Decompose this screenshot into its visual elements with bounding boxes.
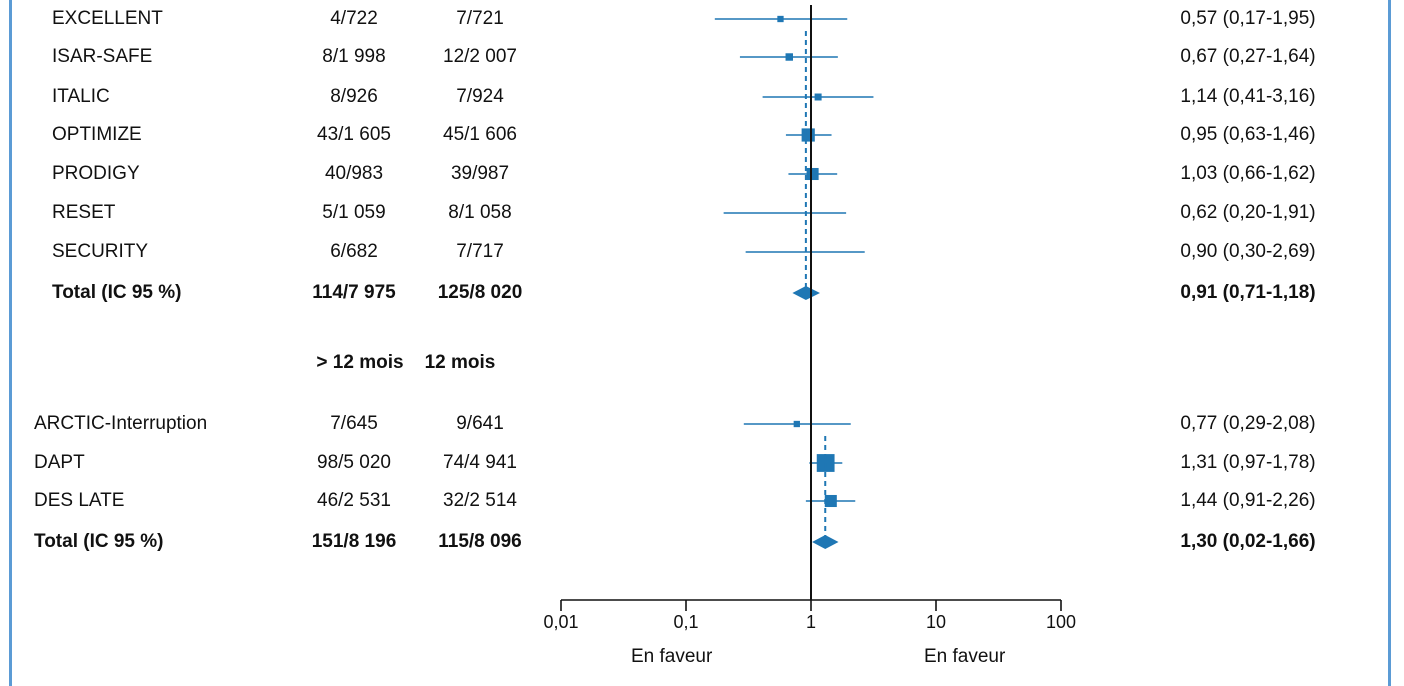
- total-events-group2: 115/8 096: [438, 531, 522, 552]
- x-tick-label: 0,1: [673, 612, 698, 632]
- study-events-group1: 8/926: [330, 86, 378, 107]
- study-events-group1: 40/983: [324, 163, 384, 184]
- point-estimate-square: [785, 53, 793, 61]
- study-events-group2: 45/1 606: [443, 124, 517, 145]
- study-name: DAPT: [34, 452, 85, 473]
- forest-plot: 0,01 0,1 1 10 100: [543, 5, 1076, 632]
- study-events-group2: 7/721: [456, 8, 504, 29]
- study-name: PRODIGY: [52, 163, 140, 184]
- study-events-group1: 5/1 059: [322, 202, 386, 223]
- study-name: ITALIC: [52, 86, 110, 107]
- pooled-diamond: [812, 535, 839, 549]
- study-or-ci: 1,31 (0,97-1,78): [1180, 452, 1316, 473]
- study-or-ci: 1,14 (0,41-3,16): [1180, 86, 1316, 107]
- study-events-group1: 6/682: [330, 241, 378, 262]
- total-label: Total (IC 95 %): [52, 282, 182, 303]
- study-or-ci: 0,62 (0,20-1,91): [1180, 202, 1316, 223]
- study-name: SECURITY: [52, 241, 149, 262]
- study-events-group2: 32/2 514: [443, 490, 517, 511]
- study-name: EXCELLENT: [52, 8, 163, 29]
- study-or-ci: 0,67 (0,27-1,64): [1180, 46, 1316, 67]
- x-tick-label: 10: [926, 612, 946, 632]
- study-events-group2: 39/987: [450, 163, 510, 184]
- point-estimate-square: [806, 167, 819, 181]
- point-estimate-square: [777, 15, 784, 23]
- total-events-group2: 125/8 020: [437, 282, 523, 303]
- study-events-group1: 7/645: [330, 413, 378, 434]
- point-estimate-square: [793, 420, 800, 428]
- study-or-ci: 1,44 (0,91-2,26): [1180, 490, 1316, 511]
- study-events-group1: 98/5 020: [317, 452, 391, 473]
- study-events-group2: 8/1 058: [448, 202, 512, 223]
- study-events-group1: 8/1 998: [322, 46, 386, 67]
- total-or-ci: 0,91 (0,71-1,18): [1180, 282, 1316, 303]
- study-name: ARCTIC-Interruption: [34, 413, 208, 434]
- study-events-group2: 9/641: [456, 413, 504, 434]
- point-estimate-square: [801, 128, 815, 142]
- column-header-group2: 12 mois: [424, 352, 496, 373]
- x-tick-label: 0,01: [543, 612, 578, 632]
- study-or-ci: 0,77 (0,29-2,08): [1180, 413, 1316, 434]
- xlabel-left: En faveur: [631, 646, 713, 667]
- pooled-diamond: [792, 286, 820, 300]
- study-events-group1: 4/722: [330, 8, 378, 29]
- xlabel-right: En faveur: [924, 646, 1006, 667]
- study-or-ci: 0,90 (0,30-2,69): [1180, 241, 1316, 262]
- study-or-ci: 0,95 (0,63-1,46): [1180, 124, 1316, 145]
- x-tick-label: 1: [806, 612, 816, 632]
- study-name: OPTIMIZE: [52, 124, 142, 145]
- x-tick-label: 100: [1046, 612, 1076, 632]
- point-estimate-square: [824, 494, 837, 508]
- study-events-group1: 46/2 531: [317, 490, 391, 511]
- study-events-group2: 12/2 007: [443, 46, 517, 67]
- total-label: Total (IC 95 %): [34, 531, 164, 552]
- study-events-group1: 43/1 605: [317, 124, 391, 145]
- study-events-group2: 74/4 941: [443, 452, 517, 473]
- study-name: RESET: [52, 202, 116, 223]
- figure-frame: [9, 0, 1391, 686]
- study-name: ISAR-SAFE: [52, 46, 153, 67]
- point-estimate-square: [814, 93, 822, 101]
- study-name: DES LATE: [34, 490, 125, 511]
- total-events-group1: 114/7 975: [312, 282, 396, 303]
- total-or-ci: 1,30 (0,02-1,66): [1180, 531, 1316, 552]
- study-or-ci: 0,57 (0,17-1,95): [1180, 8, 1316, 29]
- study-or-ci: 1,03 (0,66-1,62): [1180, 163, 1316, 184]
- study-events-group2: 7/717: [456, 241, 504, 262]
- total-events-group1: 151/8 196: [311, 531, 397, 552]
- column-header-group1: > 12 mois: [316, 352, 404, 373]
- study-events-group2: 7/924: [456, 86, 504, 107]
